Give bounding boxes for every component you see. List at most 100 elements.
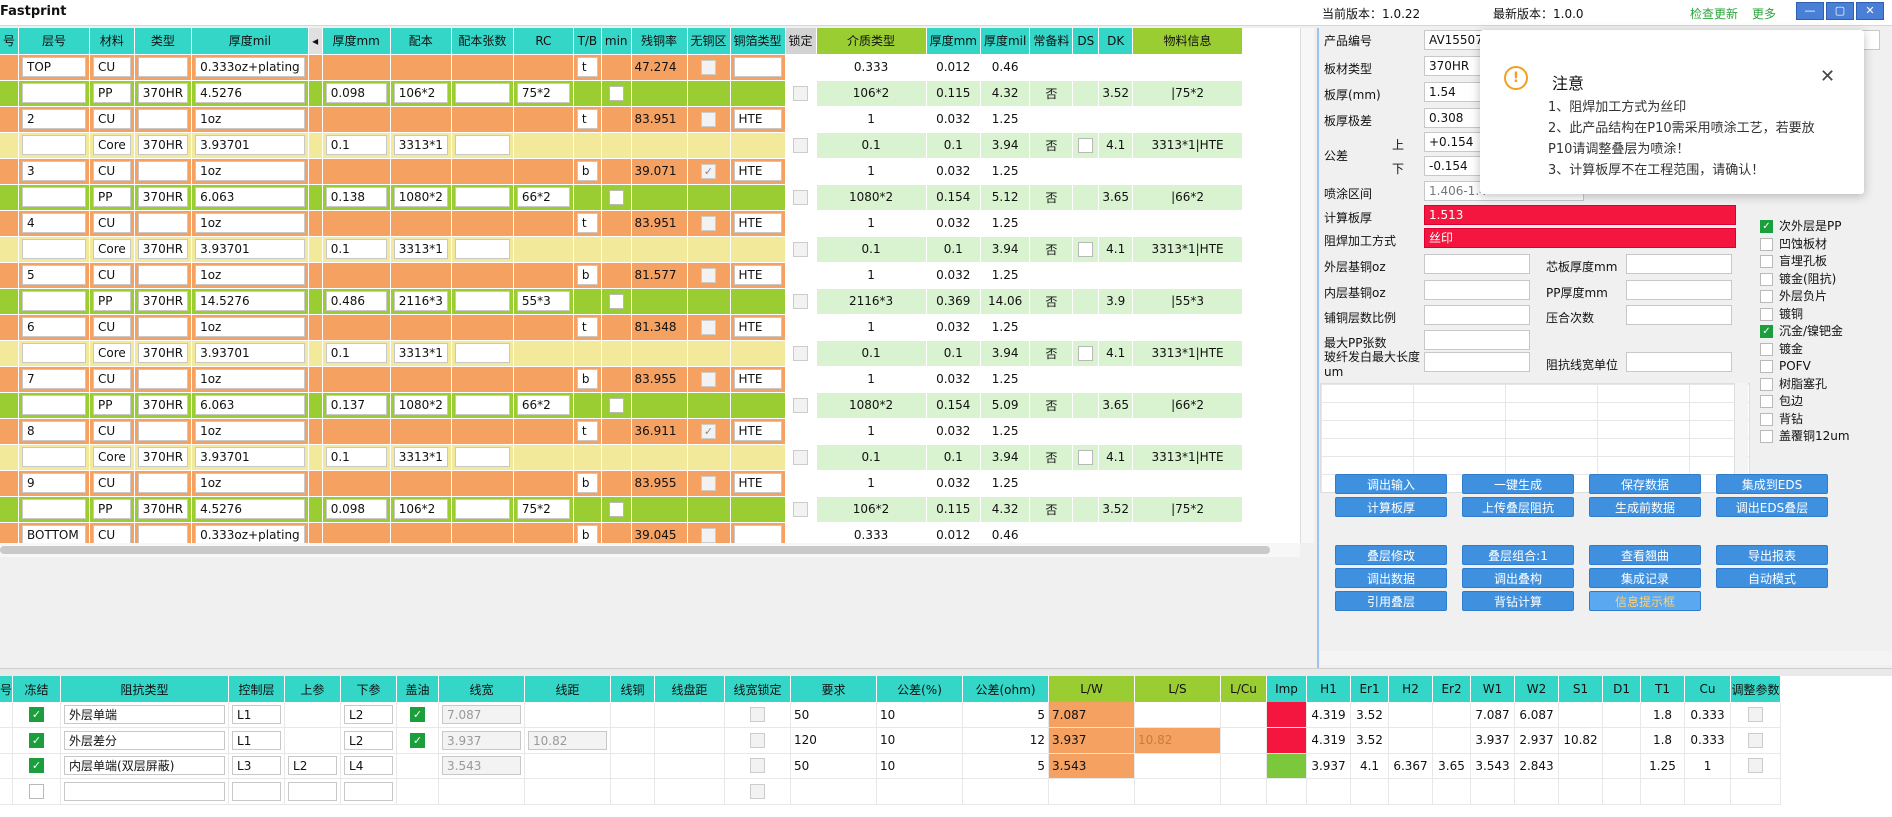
stack-col-header[interactable]: 配本张数 [451, 28, 514, 55]
rc-field[interactable]: 75*2 [516, 83, 570, 103]
ds-checkbox[interactable] [1078, 449, 1094, 465]
material-field[interactable]: PP [93, 291, 131, 311]
config-count-field[interactable] [454, 187, 510, 207]
imp-col-header[interactable]: 号 [0, 676, 13, 702]
lock-checkbox[interactable] [793, 85, 809, 101]
panel-button[interactable]: 调出输入 [1335, 474, 1447, 494]
imp-col-header[interactable]: L/S [1134, 676, 1222, 702]
imp-col-header[interactable]: 下参 [340, 676, 398, 702]
width-lock-checkbox[interactable] [750, 758, 766, 774]
lock-checkbox[interactable] [793, 293, 809, 309]
stack-col-header[interactable]: 配本 [390, 28, 452, 55]
process-option[interactable]: 外层负片 [1760, 288, 1890, 306]
config-count-field[interactable] [454, 343, 510, 363]
stack-row[interactable]: 9 CU 1oz b 83.955 HTE 1 0.032 1.25 [0, 470, 1244, 497]
stack-col-header[interactable]: ◂ [308, 28, 323, 55]
config-field[interactable]: 3313*1 [393, 239, 448, 259]
option-checkbox[interactable]: ✓ [1760, 220, 1773, 233]
config-field[interactable]: 1080*2 [393, 395, 448, 415]
imp-type-field[interactable]: 内层单端(双层屏蔽) [64, 756, 226, 776]
material-field[interactable]: PP [93, 187, 131, 207]
option-checkbox[interactable] [1760, 377, 1773, 391]
thickness-mil-field[interactable]: 6.063 [195, 395, 305, 415]
stack-col-header[interactable]: 残铜率 [631, 28, 688, 55]
thickness-mil-field[interactable]: 14.5276 [195, 291, 305, 311]
layer-no-field[interactable] [22, 291, 87, 311]
thickness-mil-field[interactable]: 1oz [195, 109, 305, 129]
type-field[interactable] [137, 473, 189, 493]
stackup-horizontal-scrollbar[interactable] [0, 543, 1300, 557]
stack-row[interactable]: 2 CU 1oz t 83.951 HTE 1 0.032 1.25 [0, 106, 1244, 133]
config-count-field[interactable] [454, 499, 510, 519]
imp-col-header[interactable]: 要求 [790, 676, 878, 702]
type-field[interactable]: 370HR [137, 187, 189, 207]
layer-no-field[interactable] [22, 187, 87, 207]
thickness-mil-field[interactable]: 3.93701 [195, 343, 305, 363]
stack-col-header[interactable]: 层号 [18, 28, 91, 55]
imp-col-header[interactable]: 公差(ohm) [962, 676, 1050, 702]
foil-type-field[interactable]: HTE [733, 161, 782, 181]
thickness-mil-field[interactable]: 6.063 [195, 187, 305, 207]
foil-type-field[interactable]: HTE [733, 473, 782, 493]
stack-col-header[interactable]: 号 [0, 28, 20, 55]
imp-type-field[interactable]: 外层差分 [64, 730, 226, 750]
stack-row[interactable]: 7 CU 1oz b 83.955 HTE 1 0.032 1.25 [0, 366, 1244, 393]
panel-button[interactable]: 调出叠构 [1462, 568, 1574, 588]
process-option[interactable]: 树脂塞孔 [1760, 376, 1890, 394]
stack-row[interactable]: PP 370HR 6.063 0.138 1080*2 66*2 1080*2 0.154 5.… [0, 184, 1244, 211]
glass-length-field[interactable] [1424, 352, 1530, 372]
process-option[interactable]: 包边 [1760, 393, 1890, 411]
stack-col-header[interactable]: 无铜区 [687, 28, 731, 55]
impedance-row[interactable]: ✓ 外层差分 L1 L2 ✓ 3.937 10.82 120 10 12 3.937 10.82 4.3… [0, 727, 1782, 754]
layer-no-field[interactable]: 2 [22, 109, 87, 129]
pp-thk-field[interactable] [1626, 280, 1732, 300]
no-cu-checkbox[interactable] [701, 475, 717, 491]
layer-no-field[interactable]: 9 [22, 473, 87, 493]
imp-col-header[interactable]: L/Cu [1220, 676, 1268, 702]
outer-cu-field[interactable] [1424, 254, 1530, 274]
imp-down-field[interactable]: L2 [344, 705, 394, 724]
minimize-button[interactable]: — [1796, 2, 1824, 20]
type-field[interactable] [137, 109, 189, 129]
no-cu-checkbox[interactable] [701, 215, 717, 231]
lock-checkbox[interactable] [793, 189, 809, 205]
no-cu-checkbox[interactable]: ✓ [701, 423, 717, 439]
rc-field[interactable]: 66*2 [516, 395, 570, 415]
info-grid-scrollbar[interactable] [1734, 383, 1748, 493]
min-checkbox[interactable] [608, 501, 624, 517]
config-count-field[interactable] [454, 135, 510, 155]
imp-col-header[interactable]: 线宽 [438, 676, 526, 702]
stack-col-header[interactable]: 厚度mm [926, 28, 981, 55]
process-option[interactable]: ✓ 次外层是PP [1760, 218, 1890, 236]
material-field[interactable]: CU [93, 473, 131, 493]
imp-col-header[interactable]: 线距 [524, 676, 612, 702]
option-checkbox[interactable] [1760, 360, 1773, 373]
scroll-thumb[interactable] [0, 546, 1270, 554]
panel-button[interactable]: 调出EDS叠层 [1716, 497, 1828, 517]
config-field[interactable]: 3313*1 [393, 343, 448, 363]
thickness-mil-field[interactable]: 3.93701 [195, 239, 305, 259]
width-lock-checkbox[interactable] [750, 783, 766, 799]
thickness-mil-field[interactable]: 1oz [195, 369, 305, 389]
material-field[interactable]: PP [93, 83, 131, 103]
config-count-field[interactable] [454, 239, 510, 259]
material-field[interactable]: PP [93, 395, 131, 415]
thickness-mm-field[interactable]: 0.137 [325, 395, 387, 415]
panel-button[interactable]: 集成记录 [1589, 568, 1701, 588]
thickness-mil-field[interactable]: 1oz [195, 317, 305, 337]
type-field[interactable]: 370HR [137, 343, 189, 363]
close-icon[interactable]: ✕ [1820, 66, 1836, 87]
layer-no-field[interactable]: 8 [22, 421, 87, 441]
imp-col-header[interactable]: 公差(%) [876, 676, 964, 702]
process-option[interactable]: 镀金(阻抗) [1760, 271, 1890, 289]
stack-col-header[interactable]: DS [1072, 28, 1100, 55]
panel-separator[interactable] [0, 668, 1892, 676]
close-button[interactable]: ✕ [1856, 2, 1884, 20]
foil-type-field[interactable]: HTE [733, 109, 782, 129]
option-checkbox[interactable] [1760, 290, 1773, 303]
impedance-row[interactable]: ✓ 内层单端(双层屏蔽) L3 L2 L4 3.543 50 10 5 3.543 3.937 4.1… [0, 753, 1782, 779]
panel-button[interactable]: 调出数据 [1335, 568, 1447, 588]
panel-horizontal-scrollbar[interactable] [1320, 651, 1892, 665]
type-field[interactable] [137, 525, 189, 543]
layer-no-field[interactable]: 3 [22, 161, 87, 181]
